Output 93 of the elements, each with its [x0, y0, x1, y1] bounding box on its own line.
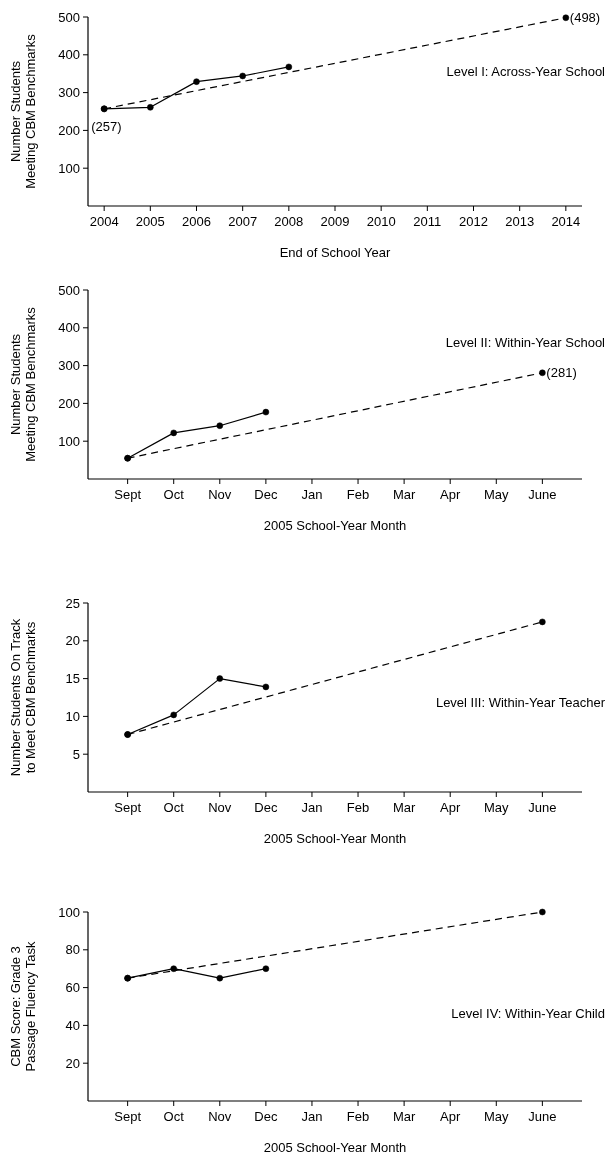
x-tick-label: Sept — [114, 1109, 142, 1124]
x-tick-label: Mar — [392, 487, 416, 502]
x-tick-label: Dec — [254, 487, 278, 502]
x-tick-label: Sept — [114, 487, 142, 502]
point — [262, 408, 270, 416]
x-tick-label: Feb — [346, 800, 370, 815]
x-tick-label: 2012 — [459, 214, 488, 229]
x-axis-title: 2005 School-Year Month — [263, 831, 407, 846]
x-tick-label: Jan — [301, 487, 323, 502]
y-axis-title: CBM Score: Grade 3 Passage Fluency Task — [8, 941, 38, 1072]
point — [562, 14, 570, 22]
point — [216, 675, 224, 682]
point — [216, 974, 224, 982]
x-tick-label: Nov — [208, 800, 232, 815]
y-tick-label: 10 — [65, 708, 80, 724]
x-tick-label: Mar — [392, 1109, 416, 1124]
x-tick-label: 2006 — [182, 214, 211, 229]
x-tick-label: Jan — [301, 800, 323, 815]
point — [193, 78, 200, 85]
annotation: Level I: Across-Year School — [446, 63, 606, 79]
x-tick-label: 2010 — [366, 214, 396, 229]
x-tick-label: Nov — [208, 1109, 232, 1124]
y-axis-title: Number Students On Track to Meet CBM Benchmarks — [8, 618, 38, 777]
y-tick-label: 60 — [65, 980, 80, 996]
data-label: (281) — [546, 365, 577, 381]
point — [539, 618, 546, 626]
x-tick-label: Jan — [301, 1109, 323, 1124]
x-tick-label: May — [484, 487, 510, 502]
y-tick-label: 20 — [65, 633, 80, 649]
y-tick-label: 200 — [58, 395, 80, 411]
point — [147, 104, 154, 111]
x-axis-title: End of School Year — [279, 245, 391, 260]
point — [262, 683, 270, 691]
x-tick-label: Apr — [440, 1109, 461, 1124]
y-axis-title: Number Students Meeting CBM Benchmarks — [8, 306, 38, 462]
x-tick-label: Oct — [163, 800, 185, 815]
point — [170, 429, 177, 437]
y-tick-label: 100 — [58, 433, 80, 449]
x-tick-label: 2008 — [274, 214, 304, 229]
annotation: Level IV: Within-Year Child — [451, 1005, 605, 1021]
x-tick-label: Apr — [440, 800, 461, 815]
point — [262, 965, 270, 972]
y-tick-label: 20 — [65, 1055, 80, 1071]
annotation: Level III: Within-Year Teacher — [435, 694, 606, 710]
y-tick-label: 500 — [58, 282, 80, 298]
x-tick-label: Dec — [254, 800, 278, 815]
point — [285, 63, 293, 71]
x-tick-label: Apr — [440, 487, 461, 502]
x-axis-title: 2005 School-Year Month — [263, 518, 407, 533]
y-tick-label: 500 — [58, 9, 80, 25]
point — [539, 908, 546, 916]
x-tick-label: May — [484, 800, 510, 815]
x-tick-label: 2005 — [135, 214, 165, 229]
point — [170, 711, 177, 719]
point — [216, 422, 224, 429]
x-tick-label: Dec — [254, 1109, 278, 1124]
y-tick-label: 300 — [58, 358, 80, 374]
y-axis-title: Number Students Meeting CBM Benchmarks — [8, 33, 38, 189]
data-label: (498) — [569, 10, 601, 26]
x-tick-label: Feb — [346, 1109, 370, 1124]
x-tick-label: 2011 — [413, 214, 442, 229]
y-tick-label: 100 — [58, 904, 80, 920]
point — [170, 965, 177, 972]
x-tick-label: 2013 — [505, 214, 535, 229]
x-tick-label: June — [528, 1109, 557, 1124]
x-tick-label: June — [528, 487, 557, 502]
data-label: (257) — [91, 119, 122, 135]
x-tick-label: Mar — [392, 800, 416, 815]
x-tick-label: Oct — [163, 487, 185, 502]
point — [239, 72, 246, 80]
x-tick-label: 2004 — [89, 214, 119, 229]
y-tick-label: 400 — [58, 320, 80, 336]
x-tick-label: 2014 — [551, 214, 581, 229]
y-tick-label: 100 — [58, 160, 80, 176]
y-tick-label: 300 — [58, 85, 80, 101]
y-tick-label: 200 — [58, 122, 80, 138]
x-tick-label: Oct — [163, 1109, 185, 1124]
y-tick-label: 15 — [65, 671, 80, 687]
x-tick-label: June — [528, 800, 557, 815]
x-tick-label: Nov — [208, 487, 232, 502]
x-axis-title: 2005 School-Year Month — [263, 1140, 407, 1155]
x-tick-label: 2009 — [320, 214, 350, 229]
x-tick-label: 2007 — [228, 214, 258, 229]
x-tick-label: May — [484, 1109, 510, 1124]
y-tick-label: 40 — [65, 1017, 80, 1033]
x-tick-label: Feb — [346, 487, 370, 502]
y-tick-label: 5 — [72, 746, 80, 762]
point — [539, 369, 546, 377]
annotation: Level II: Within-Year School — [445, 334, 606, 350]
y-tick-label: 400 — [58, 47, 80, 63]
x-tick-label: Sept — [114, 800, 142, 815]
y-tick-label: 25 — [65, 595, 80, 611]
y-tick-label: 80 — [65, 942, 80, 958]
